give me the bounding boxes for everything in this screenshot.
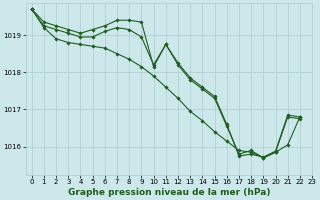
X-axis label: Graphe pression niveau de la mer (hPa): Graphe pression niveau de la mer (hPa)	[68, 188, 270, 197]
